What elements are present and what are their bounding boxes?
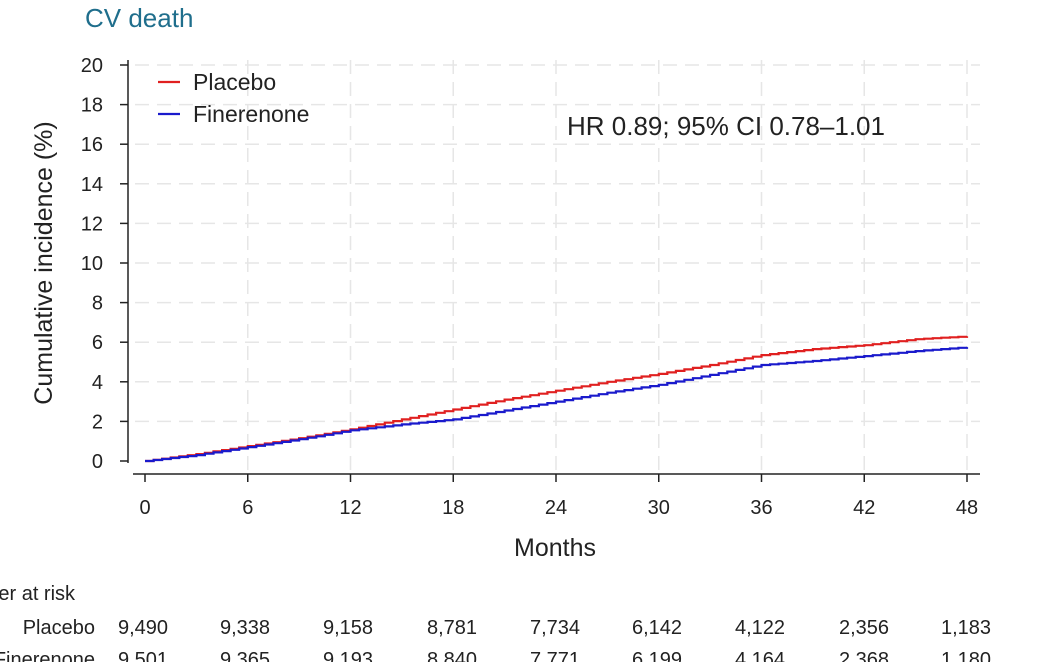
risk-row-label: Finerenone: [0, 649, 95, 662]
risk-value: 9,158: [323, 617, 373, 639]
risk-row-label: Placebo: [23, 617, 95, 639]
series-lines: [145, 335, 969, 463]
risk-value: 4,164: [735, 649, 785, 662]
y-axis-label: Cumulative incidence (%): [30, 121, 58, 404]
y-tick-label: 16: [81, 134, 103, 156]
x-tick-label: 24: [545, 497, 567, 519]
y-tick-label: 10: [81, 253, 103, 275]
risk-value: 2,368: [839, 649, 889, 662]
y-tick-label: 20: [81, 55, 103, 77]
risk-value: 9,338: [220, 617, 270, 639]
series-line-finerenone: [145, 346, 969, 463]
x-tick-label: 12: [339, 497, 361, 519]
y-tick-label: 8: [92, 293, 103, 315]
risk-value: 9,365: [220, 649, 270, 662]
risk-value: 9,193: [323, 649, 373, 662]
x-ticks: 0 6 12 18 24 30 36 42 48: [139, 474, 978, 519]
risk-value: 1,183: [941, 617, 991, 639]
risk-value: 6,142: [632, 617, 682, 639]
x-tick-label: 36: [750, 497, 772, 519]
chart-title: CV death: [85, 3, 193, 33]
y-tick-label: 14: [81, 174, 103, 196]
y-tick-label: 18: [81, 95, 103, 117]
y-tick-label: 2: [92, 411, 103, 433]
risk-value: 9,501: [118, 649, 168, 662]
risk-value: 7,734: [530, 617, 580, 639]
x-axis-label: Months: [514, 534, 596, 562]
risk-table-title: Number at risk: [0, 583, 76, 605]
legend-label: Placebo: [193, 69, 276, 95]
risk-table: Placebo 9,490 9,338 9,158 8,781 7,734 6,142 4,1…: [0, 617, 991, 662]
risk-value: 9,490: [118, 617, 168, 639]
x-tick-label: 30: [648, 497, 670, 519]
y-tick-label: 4: [92, 372, 103, 394]
legend: Placebo Finerenone: [158, 69, 309, 127]
risk-value: 1,180: [941, 649, 991, 662]
risk-value: 2,356: [839, 617, 889, 639]
y-tick-label: 12: [81, 213, 103, 235]
y-ticks: 0 2 4 6 8 10 12 14 16 18 20: [81, 55, 128, 473]
legend-label: Finerenone: [193, 101, 309, 127]
y-tick-label: 0: [92, 451, 103, 473]
x-tick-label: 48: [956, 497, 978, 519]
risk-value: 7,771: [530, 649, 580, 662]
x-tick-label: 0: [139, 497, 150, 519]
risk-value: 8,840: [427, 649, 477, 662]
risk-value: 8,781: [427, 617, 477, 639]
x-tick-label: 18: [442, 497, 464, 519]
x-tick-label: 42: [853, 497, 875, 519]
risk-value: 6,199: [632, 649, 682, 662]
hazard-ratio-annotation: HR 0.89; 95% CI 0.78–1.01: [567, 111, 885, 141]
risk-value: 4,122: [735, 617, 785, 639]
x-tick-label: 6: [242, 497, 253, 519]
y-tick-label: 6: [92, 332, 103, 354]
